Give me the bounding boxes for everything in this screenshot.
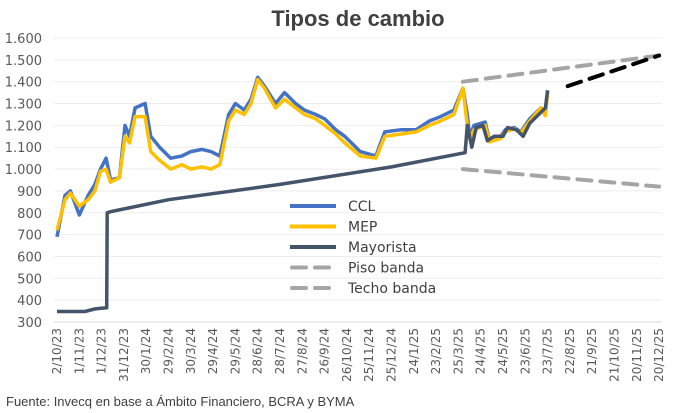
legend: CCL MEP Mayorista Piso banda Techo banda bbox=[290, 199, 436, 297]
x-tick-label: 28/7/24 bbox=[273, 328, 287, 374]
x-tick-label: 27/8/24 bbox=[295, 328, 309, 374]
series-line-mayorista bbox=[57, 90, 550, 314]
y-tick-label: 800 bbox=[17, 207, 42, 222]
x-tick-label: 21/10/25 bbox=[608, 328, 622, 382]
x-tick-label: 31/12/23 bbox=[117, 328, 131, 382]
y-tick-label: 1.400 bbox=[5, 76, 42, 91]
gridlines bbox=[54, 37, 662, 323]
x-tick-label: 20/12/25 bbox=[652, 328, 666, 382]
x-tick-label: 24/4/25 bbox=[474, 328, 488, 374]
legend-item: Techo banda bbox=[290, 281, 436, 297]
y-tick-label: 300 bbox=[17, 316, 42, 331]
series-line-techo-banda bbox=[460, 53, 662, 84]
source-note: Fuente: Invecq en base a Ámbito Financie… bbox=[6, 394, 355, 409]
series-line-piso-banda bbox=[460, 167, 662, 189]
x-tick-label: 29/4/24 bbox=[206, 328, 220, 374]
x-tick-label: 24/1/25 bbox=[407, 328, 421, 374]
legend-label: Techo banda bbox=[347, 281, 436, 297]
chart-title: Tipos de cambio bbox=[271, 6, 444, 31]
x-tick-label: 28/6/24 bbox=[251, 328, 265, 374]
x-tick-label: 26/9/24 bbox=[318, 328, 332, 374]
y-tick-label: 1.600 bbox=[5, 32, 42, 47]
y-tick-label: 600 bbox=[17, 250, 42, 265]
x-tick-label: 23/7/25 bbox=[541, 328, 555, 374]
x-tick-label: 26/10/24 bbox=[340, 328, 354, 382]
x-tick-label: 24/5/25 bbox=[496, 328, 510, 374]
x-tick-label: 25/11/24 bbox=[362, 328, 376, 382]
legend-label: Mayorista bbox=[348, 240, 417, 256]
x-tick-label: 23/2/25 bbox=[429, 328, 443, 374]
y-axis: 300 400 500 600 700 800 900 1.000 1.100 1.200 1.30… bbox=[5, 32, 42, 331]
x-axis: 2/10/23 1/11/23 1/12/23 31/12/23 30/1/24 29/2… bbox=[50, 328, 666, 382]
legend-item: Mayorista bbox=[290, 240, 417, 256]
x-tick-label: 25/3/25 bbox=[451, 328, 465, 374]
y-tick-label: 400 bbox=[17, 294, 42, 309]
legend-item: CCL bbox=[290, 199, 376, 215]
series-lines bbox=[55, 53, 662, 314]
legend-label: MEP bbox=[348, 220, 377, 236]
y-tick-label: 1.000 bbox=[5, 163, 42, 178]
y-tick-label: 1.300 bbox=[5, 98, 42, 113]
x-tick-label: 30/3/24 bbox=[184, 328, 198, 374]
x-tick-label: 1/12/23 bbox=[95, 328, 109, 374]
legend-label: Piso banda bbox=[348, 261, 424, 277]
legend-item: MEP bbox=[290, 220, 377, 236]
x-tick-label: 22/8/25 bbox=[563, 328, 577, 374]
y-tick-label: 1.100 bbox=[5, 141, 42, 156]
legend-label: CCL bbox=[348, 199, 376, 215]
y-tick-label: 700 bbox=[17, 229, 42, 244]
x-tick-label: 29/5/24 bbox=[228, 328, 242, 374]
y-tick-label: 1.500 bbox=[5, 54, 42, 69]
y-tick-label: 1.200 bbox=[5, 119, 42, 134]
x-tick-label: 20/11/25 bbox=[630, 328, 644, 382]
x-tick-label: 30/1/24 bbox=[139, 328, 153, 374]
y-tick-label: 500 bbox=[17, 272, 42, 287]
legend-item: Piso banda bbox=[290, 261, 424, 277]
x-tick-label: 23/6/25 bbox=[518, 328, 532, 374]
x-tick-label: 25/12/24 bbox=[385, 328, 399, 382]
x-tick-label: 1/11/23 bbox=[72, 328, 86, 374]
series-line-projection bbox=[565, 53, 662, 89]
x-tick-label: 2/10/23 bbox=[50, 328, 64, 374]
x-tick-label: 21/9/25 bbox=[585, 328, 599, 374]
x-tick-label: 29/2/24 bbox=[162, 328, 176, 374]
y-tick-label: 900 bbox=[17, 185, 42, 200]
